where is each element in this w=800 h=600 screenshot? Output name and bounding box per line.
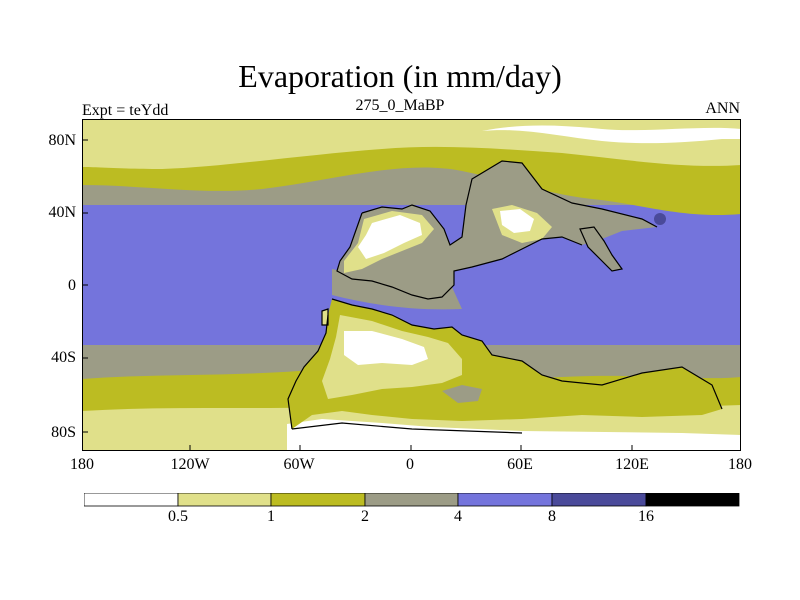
- lat-label-0: 0: [68, 277, 76, 294]
- colorbar-label-4: 4: [454, 508, 462, 525]
- colorbar-box-7: [645, 493, 740, 507]
- lon-label-60w: 60W: [283, 456, 315, 473]
- axis-ticks: [82, 139, 633, 451]
- coastlines: [287, 160, 723, 434]
- plot-title: Evaporation (in mm/day): [238, 58, 562, 94]
- lat-label-80s: 80S: [51, 424, 76, 441]
- lon-label-120e: 120E: [615, 456, 649, 473]
- colorbar-box-1: [84, 493, 179, 507]
- colorbar-box-6: [551, 493, 647, 507]
- colorbar-box-2: [177, 493, 272, 507]
- land-north-gray: [337, 161, 657, 299]
- lon-label-0: 0: [406, 456, 414, 473]
- land-small-island: [322, 309, 328, 325]
- land-tethys-arc: [580, 227, 622, 271]
- coastline-southwest: [287, 314, 329, 430]
- lon-label-60e: 60E: [507, 456, 533, 473]
- coastline-north: [361, 160, 658, 246]
- lon-label-120w: 120W: [170, 456, 210, 473]
- season-label: ANN: [705, 100, 740, 117]
- colorbar-label-1: 1: [267, 508, 275, 525]
- colorbar-label-16: 16: [638, 508, 654, 525]
- land-south-gray-patch: [442, 385, 482, 403]
- colorbar: [84, 493, 740, 507]
- lat-label-40n: 40N: [48, 204, 76, 221]
- colorbar-label-8: 8: [548, 508, 556, 525]
- land-east-desert: [500, 209, 534, 233]
- lon-label-180e: 180: [728, 456, 752, 473]
- colorbar-box-3: [270, 493, 366, 507]
- colorbar-box-4: [364, 493, 459, 507]
- coastline-antarctic: [291, 422, 523, 434]
- coastline-tethys: [336, 212, 583, 300]
- coastline-south: [331, 298, 723, 410]
- land-north-desert: [358, 215, 422, 259]
- field-white-arctic: [482, 125, 741, 144]
- coastline-island: [321, 308, 329, 326]
- colorbar-box-5: [457, 493, 553, 507]
- field-white-antarctic: [287, 419, 741, 451]
- coastline-arc: [579, 226, 624, 272]
- field-navy-spot: [654, 213, 666, 225]
- colorbar-label-0-5: 0.5: [168, 508, 188, 525]
- colorbar-label-2: 2: [361, 508, 369, 525]
- time-label: 275_0_MaBP: [355, 97, 445, 114]
- lat-label-80n: 80N: [48, 132, 76, 149]
- evaporation-map: [82, 119, 741, 451]
- experiment-label: Expt = teYdd: [82, 102, 169, 119]
- lat-label-40s: 40S: [51, 349, 76, 366]
- land-south-desert: [344, 331, 428, 365]
- lon-label-180w: 180: [70, 456, 94, 473]
